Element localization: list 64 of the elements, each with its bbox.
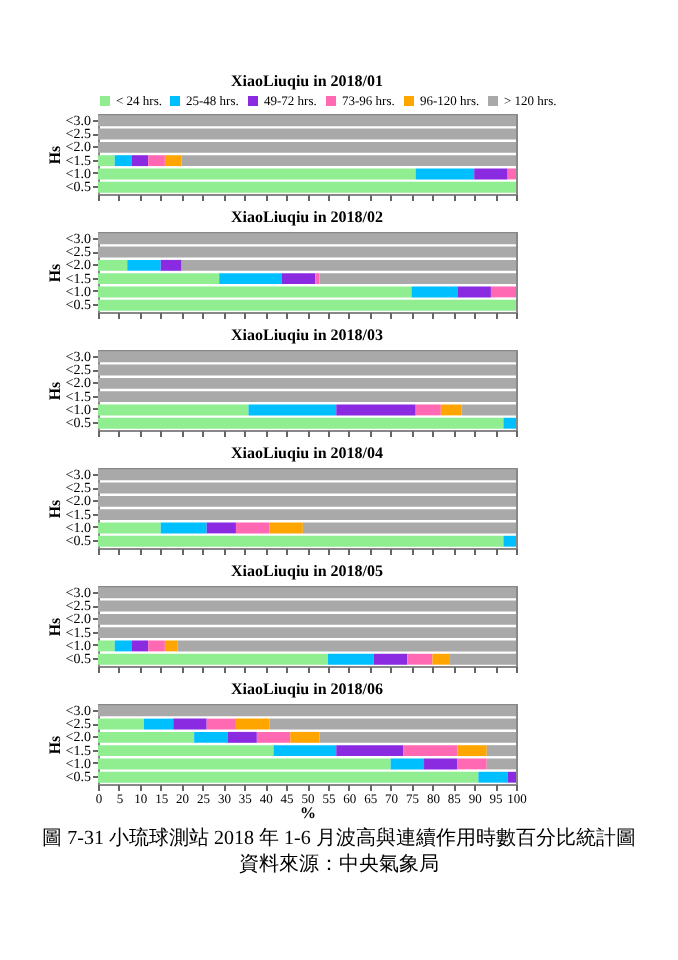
bar bbox=[219, 273, 282, 285]
bar bbox=[503, 417, 516, 429]
y-axis-title: Hs bbox=[45, 381, 64, 401]
bar bbox=[503, 535, 516, 547]
bar bbox=[256, 731, 291, 743]
bar bbox=[440, 404, 462, 416]
bar bbox=[114, 640, 132, 652]
bar bbox=[432, 653, 450, 665]
bar bbox=[148, 640, 165, 652]
y-axis-title: Hs bbox=[45, 145, 64, 165]
bar bbox=[327, 653, 374, 665]
y-axis-title: Hs bbox=[45, 617, 64, 637]
chart-title: XiaoLiuqiu in 2018/05 bbox=[230, 561, 384, 580]
bar bbox=[424, 758, 458, 770]
bar bbox=[390, 758, 425, 770]
bar bbox=[474, 168, 508, 180]
chart-title: XiaoLiuqiu in 2018/06 bbox=[230, 679, 384, 698]
bar bbox=[143, 718, 174, 730]
bar bbox=[206, 718, 236, 730]
bar bbox=[127, 259, 161, 271]
bar bbox=[411, 286, 458, 298]
bar bbox=[160, 522, 207, 534]
bar bbox=[336, 404, 416, 416]
caption: 圖 7-31 小琉球測站 2018 年 1-6 月波高與連續作用時數百分比統計圖 bbox=[40, 826, 638, 852]
bar bbox=[131, 155, 149, 167]
source-note: 資料來源：中央氣象局 bbox=[237, 852, 441, 878]
bar bbox=[373, 653, 408, 665]
bar bbox=[164, 640, 178, 652]
bar bbox=[507, 168, 516, 180]
bar bbox=[457, 758, 487, 770]
bar bbox=[131, 640, 149, 652]
y-axis-title: Hs bbox=[45, 263, 64, 283]
y-axis-title: Hs bbox=[45, 735, 64, 755]
bar bbox=[206, 522, 236, 534]
bar bbox=[194, 731, 228, 743]
bar bbox=[415, 168, 475, 180]
bar bbox=[507, 771, 516, 783]
bar bbox=[403, 745, 458, 757]
x-axis-title: % bbox=[300, 804, 316, 822]
y-axis-title: Hs bbox=[45, 499, 64, 519]
chart-title: XiaoLiuqiu in 2018/02 bbox=[230, 207, 384, 226]
bar bbox=[457, 286, 491, 298]
bar bbox=[148, 155, 165, 167]
bar bbox=[281, 273, 316, 285]
bar bbox=[457, 745, 487, 757]
bar bbox=[164, 155, 182, 167]
bar bbox=[248, 404, 337, 416]
bar bbox=[273, 745, 337, 757]
chart-title: XiaoLiuqiu in 2018/01 bbox=[230, 72, 384, 90]
bar bbox=[173, 718, 207, 730]
chart-title: XiaoLiuqiu in 2018/03 bbox=[230, 325, 384, 344]
bar bbox=[290, 731, 320, 743]
bar bbox=[478, 771, 508, 783]
bar bbox=[235, 522, 270, 534]
chart-title: XiaoLiuqiu in 2018/04 bbox=[230, 443, 384, 462]
bar bbox=[490, 286, 516, 298]
bar bbox=[235, 718, 270, 730]
bar bbox=[415, 404, 441, 416]
bar bbox=[407, 653, 433, 665]
bar bbox=[114, 155, 132, 167]
bar bbox=[336, 745, 404, 757]
bar bbox=[269, 522, 303, 534]
bar bbox=[227, 731, 257, 743]
bar bbox=[160, 259, 182, 271]
